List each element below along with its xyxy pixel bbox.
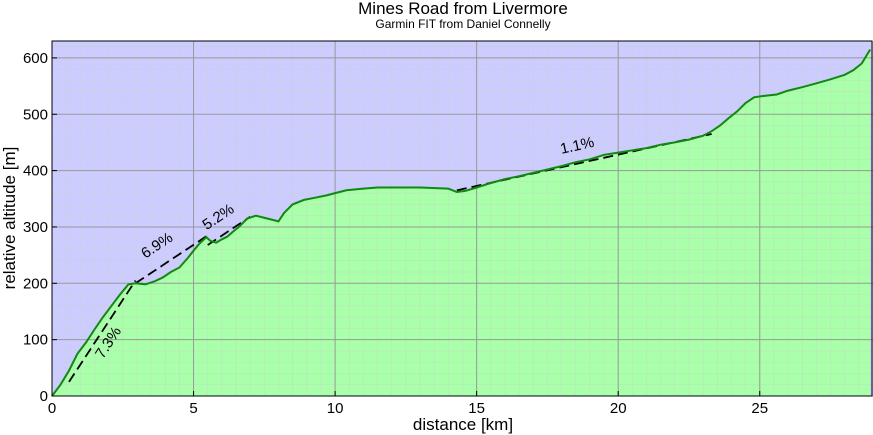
elevation-profile-line	[51, 48, 872, 397]
chart-title: Mines Road from Livermore	[358, 0, 568, 18]
plot-area: 7.3%6.9%5.2%1.1%0 5 10 15 20 2501002003004005…	[23, 40, 873, 417]
y-tick-label: 100	[23, 332, 48, 349]
x-tick-label: 15	[468, 400, 485, 417]
y-tick-label: 200	[23, 275, 48, 292]
grade-fit-line	[207, 216, 251, 246]
y-axis-label: relative altitude [m]	[0, 147, 19, 290]
grade-label: 1.1%	[559, 134, 596, 158]
y-tick-label: 0	[40, 388, 48, 405]
x-tick-label: 20	[610, 400, 627, 417]
x-tick-label: 25	[751, 400, 768, 417]
x-tick-label: 0	[48, 400, 56, 417]
x-tick-label: 5	[189, 400, 197, 417]
terrain-fill	[52, 49, 871, 396]
chart-subtitle: Garmin FIT from Daniel Connelly	[375, 17, 550, 31]
grade-fit-line	[68, 279, 137, 383]
y-tick-label: 600	[23, 50, 48, 67]
y-tick-label: 300	[23, 219, 48, 236]
x-tick-label: 10	[327, 400, 344, 417]
plot-border	[51, 40, 873, 397]
x-axis-label: distance [km]	[413, 415, 513, 434]
y-tick-label: 400	[23, 163, 48, 180]
y-tick-label: 500	[23, 106, 48, 123]
